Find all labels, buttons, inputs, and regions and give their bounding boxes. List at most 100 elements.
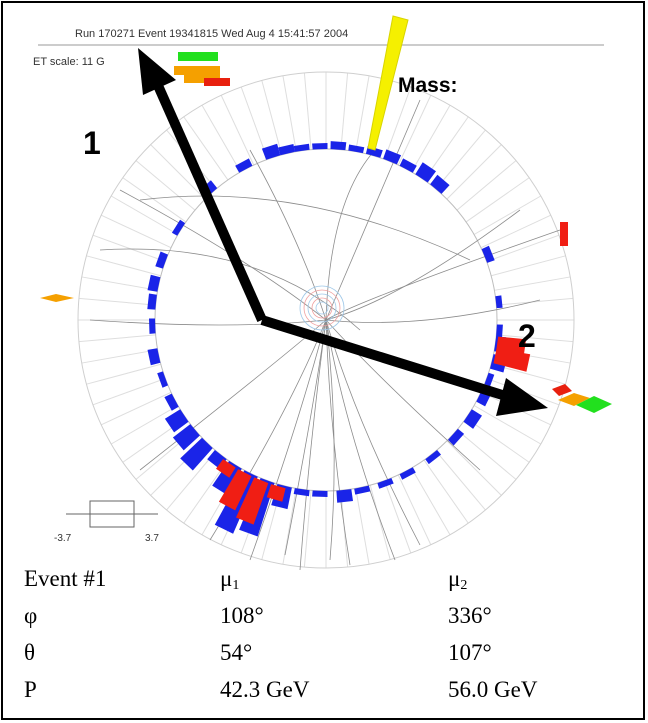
vertex-ring bbox=[307, 293, 337, 323]
vertex-ring bbox=[311, 297, 333, 319]
segment-line bbox=[465, 417, 530, 463]
mu1-symbol: μ bbox=[220, 566, 233, 591]
had-tower bbox=[493, 348, 531, 372]
em-tower bbox=[157, 371, 168, 388]
em-tower bbox=[430, 174, 450, 194]
em-tower bbox=[399, 158, 417, 173]
mu2-value: 107° bbox=[448, 640, 492, 665]
mu2-symbol: μ bbox=[448, 566, 461, 591]
segment-line bbox=[456, 160, 517, 211]
side-deposit-orange-2 bbox=[558, 393, 590, 406]
particle-track bbox=[299, 319, 327, 571]
segment-line bbox=[435, 129, 486, 190]
em-tower bbox=[293, 143, 310, 152]
vertex-ring bbox=[315, 301, 329, 315]
em-tower bbox=[463, 409, 482, 429]
eta-scale-min: -3.7 bbox=[54, 533, 72, 544]
em-tower bbox=[261, 143, 281, 160]
eta-scale-max: 3.7 bbox=[145, 533, 159, 544]
em-tower bbox=[312, 143, 328, 150]
em-tower bbox=[171, 219, 186, 236]
segment-line bbox=[496, 297, 574, 306]
particle-track bbox=[325, 209, 521, 321]
em-tower bbox=[293, 488, 310, 497]
particle-track bbox=[139, 195, 471, 261]
em-tower bbox=[312, 490, 328, 497]
particle-track bbox=[325, 319, 481, 471]
em-tower bbox=[180, 437, 213, 471]
em-tower bbox=[377, 478, 394, 489]
em-tower bbox=[415, 162, 436, 183]
em-tower bbox=[399, 467, 416, 480]
segment-line bbox=[340, 72, 349, 150]
muon-1-arrow-head bbox=[138, 48, 176, 95]
segment-line bbox=[494, 276, 571, 291]
particle-track bbox=[325, 99, 421, 321]
em-tower bbox=[149, 318, 156, 334]
muon-2-arrow-head bbox=[496, 378, 548, 416]
jet-tower bbox=[367, 15, 409, 151]
em-tower bbox=[330, 141, 347, 151]
segment-line bbox=[397, 95, 432, 166]
segment-line bbox=[355, 488, 370, 565]
segment-line bbox=[446, 144, 502, 200]
segment-line bbox=[282, 488, 297, 565]
segment-line bbox=[81, 276, 158, 291]
particle-track bbox=[89, 319, 327, 326]
mu2-subscript: 2 bbox=[460, 578, 468, 593]
muon-2-arrow-shaft bbox=[260, 315, 514, 403]
segment-line bbox=[81, 349, 158, 364]
table-row-phi: φ 108° 336° bbox=[24, 597, 624, 634]
muon-1-label: 1 bbox=[83, 125, 101, 161]
segment-line bbox=[303, 490, 312, 568]
segment-line bbox=[92, 234, 166, 262]
em-tower bbox=[147, 293, 157, 310]
segment-line bbox=[78, 297, 156, 306]
had-tower bbox=[266, 484, 286, 502]
em-tower bbox=[484, 372, 495, 387]
em-tower bbox=[155, 251, 168, 269]
em-tower bbox=[448, 428, 465, 446]
em-tower bbox=[495, 295, 503, 309]
legend-swatch-orange-2 bbox=[184, 74, 220, 83]
segment-line bbox=[397, 474, 432, 545]
em-tower bbox=[348, 144, 365, 154]
segment-line bbox=[456, 429, 517, 480]
segment-line bbox=[411, 104, 451, 173]
particle-track bbox=[325, 319, 335, 561]
particle-track bbox=[249, 319, 327, 561]
side-deposit-red-2 bbox=[552, 384, 572, 396]
segment-line bbox=[101, 214, 172, 249]
muon-kinematics-table: Event #1 μ1 μ2 φ 108° 336° θ 54° 107° P … bbox=[24, 560, 624, 708]
legend-swatch-orange bbox=[174, 66, 220, 75]
segment-line bbox=[384, 480, 412, 554]
had-tower bbox=[216, 459, 236, 478]
em-tower bbox=[164, 393, 179, 411]
segment-line bbox=[446, 440, 502, 496]
table-header-row: Event #1 μ1 μ2 bbox=[24, 560, 624, 597]
particle-track bbox=[325, 299, 541, 323]
table-row-momentum: P 42.3 GeV 56.0 GeV bbox=[24, 671, 624, 708]
em-tower bbox=[164, 409, 189, 433]
segment-line bbox=[411, 467, 451, 536]
mu2-value: 336° bbox=[448, 603, 492, 628]
segment-line bbox=[150, 144, 206, 200]
particle-track bbox=[325, 149, 376, 321]
vertex-region bbox=[299, 285, 345, 331]
particle-track bbox=[325, 229, 561, 321]
segment-line bbox=[486, 234, 560, 262]
em-tower bbox=[354, 485, 371, 495]
side-deposit-orange bbox=[40, 294, 74, 302]
calorimeter-towers bbox=[147, 141, 531, 537]
legend-swatch-red bbox=[204, 78, 230, 86]
segment-line bbox=[86, 255, 161, 277]
legend-swatch-green bbox=[178, 52, 218, 61]
segment-line bbox=[282, 75, 297, 152]
segment-line bbox=[183, 116, 229, 181]
segment-line bbox=[491, 255, 566, 277]
segment-line bbox=[423, 459, 469, 524]
segment-line bbox=[110, 405, 179, 445]
table-row-theta: θ 54° 107° bbox=[24, 634, 624, 671]
mu2-header: μ2 bbox=[448, 560, 624, 597]
